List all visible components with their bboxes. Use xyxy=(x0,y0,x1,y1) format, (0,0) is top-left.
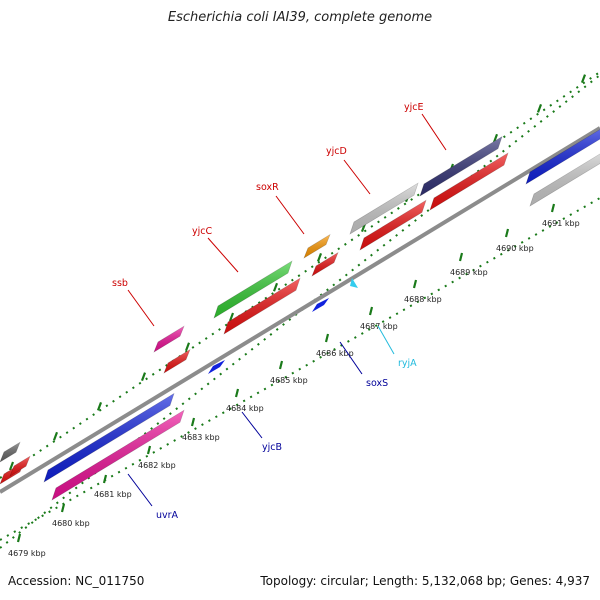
major-tick xyxy=(228,312,235,322)
cds-yjcE xyxy=(429,152,509,211)
major-tick xyxy=(96,402,103,411)
cds-yjcC xyxy=(223,277,301,335)
gene-yjcB-feature xyxy=(208,360,225,374)
gene-features xyxy=(0,129,600,501)
major-tick xyxy=(550,203,556,213)
gene-uvrA-reverse-feature xyxy=(43,392,175,483)
major-tick xyxy=(324,333,330,343)
gene-gray-feature-left xyxy=(0,441,21,463)
leader-line xyxy=(377,325,395,355)
gene-label-ssb: ssb xyxy=(112,278,128,289)
leader-line xyxy=(241,411,263,439)
major-tick xyxy=(278,360,284,370)
map-title: Escherichia coli IAI39, complete genome xyxy=(167,10,433,25)
gene-uvrA-feature xyxy=(51,409,185,501)
gene-gray-feature-right xyxy=(529,153,600,207)
gene-label-yjcE: yjcE xyxy=(404,102,424,113)
gene-soxS-feature xyxy=(312,298,329,312)
tick-label: 4686 kbp xyxy=(316,349,354,358)
accession-text: Accession: NC_011750 xyxy=(8,574,145,588)
gene-label-ryjA: ryjA xyxy=(398,358,417,369)
tick-label: 4682 kbp xyxy=(138,461,176,470)
gene-ryjA-feature xyxy=(350,278,358,288)
cds-ssb xyxy=(163,348,191,374)
gene-yjcE-feature xyxy=(419,135,503,197)
inner-dotted-ring xyxy=(0,197,600,541)
tick-label: 4688 kbp xyxy=(404,295,442,304)
gene-label-yjcB: yjcB xyxy=(262,442,282,453)
major-tick xyxy=(60,503,66,513)
major-tick xyxy=(102,474,108,484)
gene-yjcD-feature xyxy=(349,182,419,235)
major-tick xyxy=(458,252,464,262)
tick-label: 4680 kbp xyxy=(52,519,90,528)
gene-ssb-feature xyxy=(153,325,185,353)
leader-line xyxy=(339,341,363,375)
tick-label: 4684 kbp xyxy=(226,404,264,413)
major-tick xyxy=(234,388,240,398)
major-tick xyxy=(16,533,22,543)
cds-yjcD xyxy=(359,199,427,251)
gene-label-uvrA: uvrA xyxy=(156,510,179,521)
gene-label-soxR: soxR xyxy=(256,182,279,193)
genome-backbone xyxy=(0,126,600,494)
leader-line xyxy=(127,473,153,507)
leader-line xyxy=(275,195,305,235)
major-tick xyxy=(368,306,374,316)
major-tick xyxy=(272,282,279,292)
major-tick xyxy=(146,445,152,455)
major-tick xyxy=(184,342,191,352)
leader-line xyxy=(343,159,371,195)
gene-label-yjcC: yjcC xyxy=(192,226,212,237)
tick-label: 4679 kbp xyxy=(8,549,46,558)
tick-label: 4691 kbp xyxy=(542,219,580,228)
major-tick xyxy=(52,431,59,441)
major-tick xyxy=(536,104,543,113)
gene-labels: ssb yjcC soxR yjcD yjcE uvrA yjcB soxS ryjA xyxy=(112,102,447,521)
major-tick xyxy=(492,133,499,143)
cds-left-2 xyxy=(9,455,31,477)
cds-soxR xyxy=(311,251,339,277)
forward-dotted-ring xyxy=(0,71,600,479)
gene-soxR-feature xyxy=(303,233,331,259)
gene-label-soxS: soxS xyxy=(366,378,388,389)
leader-line xyxy=(207,237,239,273)
major-tick xyxy=(316,253,323,262)
tick-label: 4685 kbp xyxy=(270,376,308,385)
gene-label-yjcD: yjcD xyxy=(326,146,347,157)
tick-label: 4689 kbp xyxy=(450,268,488,277)
gene-blue-feature-right xyxy=(525,129,600,185)
major-tick xyxy=(504,228,510,238)
tick-label: 4681 kbp xyxy=(94,490,132,499)
tick-label: 4683 kbp xyxy=(182,433,220,442)
major-tick xyxy=(8,461,15,471)
genome-summary-text: Topology: circular; Length: 5,132,068 bp… xyxy=(260,574,590,588)
leader-line xyxy=(421,113,447,151)
major-tick xyxy=(412,279,418,289)
gene-yjcC-feature xyxy=(213,260,293,319)
major-tick xyxy=(580,74,587,83)
major-tick xyxy=(140,372,147,381)
major-tick xyxy=(190,417,196,427)
tick-label: 4690 kbp xyxy=(496,244,534,253)
leader-line xyxy=(127,289,155,327)
